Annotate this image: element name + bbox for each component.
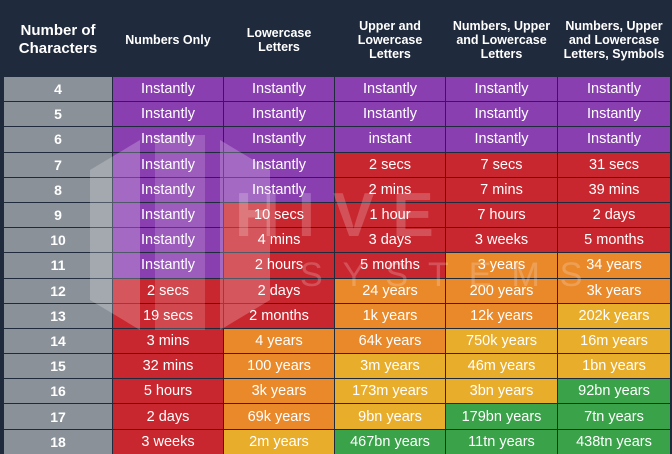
table-cell: 64k years (335, 328, 445, 354)
table-cell: 2 hours (224, 253, 334, 278)
header-numbers-only: Numbers Only (113, 4, 223, 76)
table-cell: 202k years (558, 303, 670, 328)
table-cell: 34 years (558, 253, 670, 278)
table-cell: 7 secs (446, 152, 557, 177)
table-cell: 2 secs (113, 278, 223, 303)
table-cell: 24 years (335, 278, 445, 303)
table-cell: 4 mins (224, 228, 334, 253)
header-upper-lowercase: Upper and Lowercase Letters (335, 4, 445, 76)
table-cell: Instantly (335, 77, 445, 102)
row-label-14: 14 (4, 328, 112, 354)
table-cell: Instantly (113, 228, 223, 253)
table-cell: 39 mins (558, 177, 670, 202)
table-cell: 3bn years (446, 379, 557, 404)
table-cell: Instantly (446, 102, 557, 127)
table-cell: 31 secs (558, 152, 670, 177)
table-cell: 2 secs (335, 152, 445, 177)
row-label-18: 18 (4, 429, 112, 454)
table-cell: Instantly (113, 127, 223, 152)
table-cell: 2 days (558, 202, 670, 228)
password-crack-time-table: Number of Characters Numbers Only Lowerc… (4, 4, 670, 454)
table-cell: 92bn years (558, 379, 670, 404)
table-cell: instant (335, 127, 445, 152)
table-cell: 3 weeks (113, 429, 223, 454)
table-cell: 467bn years (335, 429, 445, 454)
table-cell: 438tn years (558, 429, 670, 454)
table-cell: Instantly (224, 152, 334, 177)
table-cell: 3 days (335, 228, 445, 253)
table-cell: Instantly (335, 102, 445, 127)
table-cell: 46m years (446, 354, 557, 379)
table-cell: 179bn years (446, 404, 557, 429)
row-label-10: 10 (4, 228, 112, 253)
table-cell: 16m years (558, 328, 670, 354)
row-label-4: 4 (4, 77, 112, 102)
table-cell: 5 months (558, 228, 670, 253)
table-cell: 1k years (335, 303, 445, 328)
table-cell: 2 days (113, 404, 223, 429)
table-cell: 10 secs (224, 202, 334, 228)
row-label-8: 8 (4, 177, 112, 202)
table-cell: 3 mins (113, 328, 223, 354)
table-cell: Instantly (558, 127, 670, 152)
table-cell: Instantly (113, 77, 223, 102)
table-cell: Instantly (558, 102, 670, 127)
header-lowercase-letters: Lowercase Letters (224, 4, 334, 76)
table-cell: 173m years (335, 379, 445, 404)
table-cell: 3 years (446, 253, 557, 278)
table-cell: 9bn years (335, 404, 445, 429)
header-numbers-upper-lowercase: Numbers, Upper and Lowercase Letters (446, 4, 557, 76)
table-cell: Instantly (113, 152, 223, 177)
row-label-5: 5 (4, 102, 112, 127)
table-cell: Instantly (446, 127, 557, 152)
row-label-12: 12 (4, 278, 112, 303)
table-cell: 7tn years (558, 404, 670, 429)
table-cell: Instantly (113, 253, 223, 278)
table-cell: 3m years (335, 354, 445, 379)
table-cell: 2 months (224, 303, 334, 328)
table-cell: 2 days (224, 278, 334, 303)
table-cell: 12k years (446, 303, 557, 328)
row-label-6: 6 (4, 127, 112, 152)
table-cell: 32 mins (113, 354, 223, 379)
table-cell: 3k years (224, 379, 334, 404)
header-number-of-characters: Number of Characters (4, 4, 112, 76)
table-cell: 1bn years (558, 354, 670, 379)
table-cell: 3 weeks (446, 228, 557, 253)
table-cell: Instantly (558, 77, 670, 102)
table-cell: Instantly (446, 77, 557, 102)
row-label-7: 7 (4, 152, 112, 177)
table-cell: 7 hours (446, 202, 557, 228)
table-cell: 100 years (224, 354, 334, 379)
row-label-15: 15 (4, 354, 112, 379)
row-label-11: 11 (4, 253, 112, 278)
table-cell: 750k years (446, 328, 557, 354)
table-cell: Instantly (224, 102, 334, 127)
table-cell: 69k years (224, 404, 334, 429)
table-cell: 200 years (446, 278, 557, 303)
table-cell: 1 hour (335, 202, 445, 228)
header-numbers-upper-lowercase-symbols: Numbers, Upper and Lowercase Letters, Sy… (558, 4, 670, 76)
row-label-16: 16 (4, 379, 112, 404)
table-cell: 5 months (335, 253, 445, 278)
table-cell: Instantly (224, 127, 334, 152)
table-cell: 3k years (558, 278, 670, 303)
table-cell: Instantly (113, 177, 223, 202)
table-cell: 11tn years (446, 429, 557, 454)
table-cell: 2m years (224, 429, 334, 454)
row-label-13: 13 (4, 303, 112, 328)
table-cell: 2 mins (335, 177, 445, 202)
table-cell: 7 mins (446, 177, 557, 202)
row-label-17: 17 (4, 404, 112, 429)
row-label-9: 9 (4, 202, 112, 228)
table-cell: Instantly (113, 102, 223, 127)
table-cell: Instantly (113, 202, 223, 228)
table-cell: 5 hours (113, 379, 223, 404)
table-cell: 4 years (224, 328, 334, 354)
table-cell: Instantly (224, 177, 334, 202)
password-table-graphic: Number of Characters Numbers Only Lowerc… (4, 19, 670, 454)
table-cell: 19 secs (113, 303, 223, 328)
table-cell: Instantly (224, 77, 334, 102)
